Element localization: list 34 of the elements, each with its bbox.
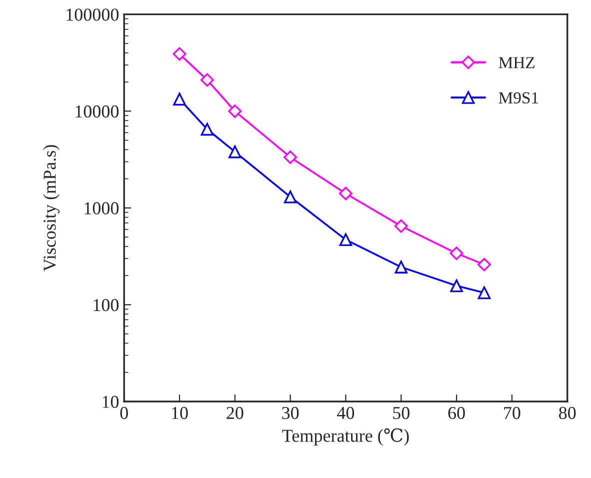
legend-label: M9S1 <box>498 92 538 104</box>
point <box>450 246 464 260</box>
point <box>478 286 491 300</box>
x-tick-label: 10 <box>172 406 188 420</box>
legend-label: MHZ <box>498 57 534 68</box>
point <box>478 258 491 272</box>
point <box>284 190 297 204</box>
point <box>228 104 242 118</box>
point <box>450 279 463 292</box>
point <box>228 145 242 158</box>
y-tick-label: 10 <box>102 396 119 408</box>
point <box>394 260 408 274</box>
point <box>339 186 352 200</box>
y-tick-label: 1000 <box>84 202 119 214</box>
y-tick-label: 10000 <box>76 105 119 118</box>
x-tick-label: 60 <box>448 406 465 420</box>
x-tick-label: 40 <box>337 406 354 420</box>
y-tick-label: 100000 <box>66 8 119 21</box>
x-axis-title: Temperature (℃) <box>282 428 409 446</box>
x-tick-label: 70 <box>504 406 520 420</box>
point <box>284 150 298 164</box>
x-tick-label: 80 <box>559 406 576 420</box>
y-tick-label: 100 <box>94 298 119 312</box>
point <box>200 122 214 136</box>
point <box>172 47 186 61</box>
x-tick-label: 50 <box>393 406 410 420</box>
point <box>394 219 408 233</box>
point <box>200 73 214 87</box>
point <box>339 233 352 246</box>
x-tick-label: 30 <box>282 406 299 420</box>
x-tick-label: 20 <box>226 406 244 420</box>
point <box>173 92 186 106</box>
y-axis-title: Viscosity (mPa.s) <box>43 145 60 272</box>
x-tick-label: 0 <box>120 406 128 420</box>
